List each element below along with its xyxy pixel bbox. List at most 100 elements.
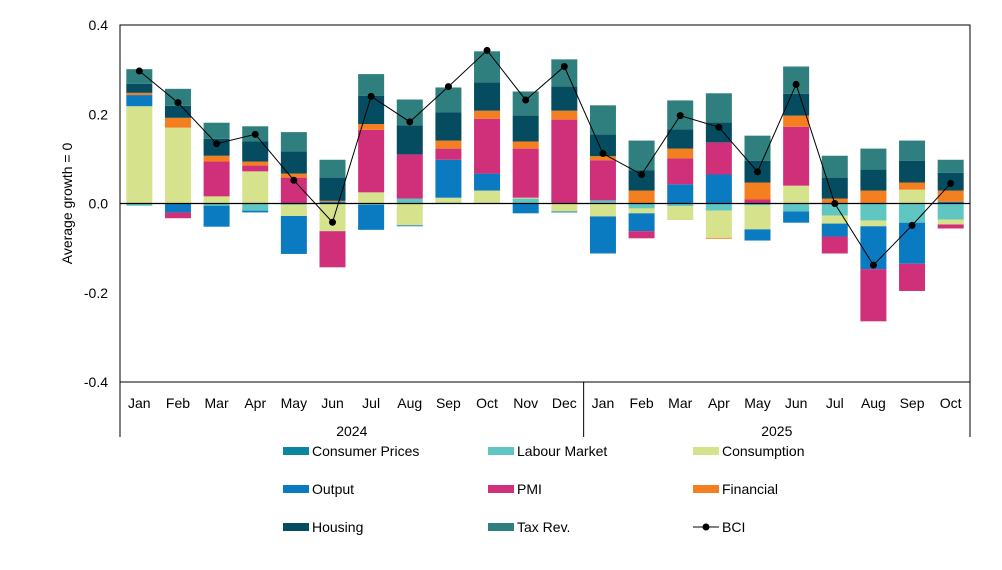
bar-segment-output-20: [899, 222, 926, 264]
bar-segment-consumption-19: [860, 220, 887, 227]
bar-segment-consumption-11: [551, 203, 578, 212]
bar-segment-pmi-13: [628, 231, 655, 239]
bar-segment-consumption-10: [512, 197, 539, 199]
bar-segment-financial-21: [937, 190, 964, 202]
bci-point-11: [560, 63, 568, 71]
bci-point-0: [135, 67, 143, 75]
legend-item-financial: Financial: [693, 481, 778, 497]
x-tick-label: Oct: [940, 395, 962, 411]
bar-segment-tax-rev-13: [628, 140, 655, 171]
bci-point-19: [869, 261, 877, 269]
bar-segment-financial-4: [280, 173, 307, 178]
bar-segment-consumption-4: [280, 204, 307, 216]
bar-segment-housing-5: [319, 177, 346, 201]
x-tick-label: Dec: [552, 395, 577, 411]
bar-segment-financial-20: [899, 182, 926, 190]
x-tick-label: Apr: [708, 395, 730, 411]
bci-point-3: [251, 130, 259, 138]
bar-segment-financial-17: [783, 115, 810, 127]
legend-label: Output: [312, 481, 354, 497]
bar-segment-output-10: [512, 203, 539, 214]
bci-point-17: [792, 80, 800, 88]
bar-segment-output-21: [937, 201, 964, 204]
x-tick-label: Mar: [668, 395, 692, 411]
x-tick-label: May: [744, 395, 770, 411]
legend-item-consumption: Consumption: [693, 443, 805, 459]
bar-segment-tax-rev-19: [860, 148, 887, 170]
bci-line: [139, 49, 952, 266]
legend-item-housing: Housing: [283, 519, 363, 535]
bar-segment-financial-0: [126, 92, 153, 96]
bar-segment-consumption-1: [164, 127, 191, 204]
x-tick-label: Jan: [128, 395, 151, 411]
bar-segment-housing-18: [821, 177, 848, 199]
bar-segment-housing-6: [358, 95, 385, 125]
legend-swatch: [283, 523, 309, 531]
bar-segment-financial-19: [860, 190, 887, 204]
bar-segment-output-16: [744, 229, 771, 241]
bci-point-10: [522, 96, 530, 104]
bar-segment-tax-rev-0: [126, 69, 153, 84]
bars-layer: [126, 51, 964, 322]
bar-segment-output-1: [164, 203, 191, 213]
bci-point-14: [676, 112, 684, 120]
bar-segment-pmi-5: [319, 231, 346, 268]
bar-segment-financial-12: [589, 156, 616, 161]
bar-segment-pmi-12: [589, 160, 616, 201]
legend-item-pmi: PMI: [488, 481, 542, 497]
legend-label: Tax Rev.: [517, 519, 570, 535]
bar-segment-pmi-20: [899, 263, 926, 291]
bar-segment-consumption-21: [937, 219, 964, 225]
bar-segment-output-17: [783, 211, 810, 223]
bar-segment-output-15: [705, 174, 732, 204]
bci-point-16: [754, 168, 761, 176]
x-tick-label: Feb: [166, 395, 190, 411]
bar-segment-housing-20: [899, 160, 926, 183]
x-tick-label: Aug: [397, 395, 422, 411]
year-group-label: 2024: [336, 423, 367, 439]
bci-line-layer: [135, 46, 955, 269]
y-tick-label: 0.2: [89, 106, 109, 122]
bar-segment-tax-rev-1: [164, 88, 191, 106]
x-tick-label: Sep: [900, 395, 925, 411]
bar-segment-tax-rev-6: [358, 74, 385, 96]
bar-segment-pmi-16: [744, 199, 771, 204]
bci-point-7: [406, 118, 414, 126]
bar-segment-housing-14: [667, 129, 694, 149]
bar-segment-output-18: [821, 223, 848, 237]
bar-segment-output-11: [551, 211, 578, 213]
bar-segment-output-8: [435, 159, 462, 198]
bar-segment-tax-rev-5: [319, 159, 346, 178]
x-tick-label: May: [281, 395, 307, 411]
x-tick-label: Jun: [785, 395, 808, 411]
legend-label: Housing: [312, 519, 363, 535]
bar-segment-consumption-14: [667, 206, 694, 221]
legend-label: Consumer Prices: [312, 443, 419, 459]
bar-segment-consumption-15: [705, 210, 732, 238]
bar-segment-consumption-13: [628, 208, 655, 214]
x-tick-label: Oct: [476, 395, 498, 411]
x-tick-label: Nov: [513, 395, 538, 411]
bar-segment-pmi-6: [358, 129, 385, 193]
bci-point-20: [908, 221, 916, 229]
legend-item-bci: BCI: [693, 519, 745, 535]
bar-segment-output-6: [358, 204, 385, 230]
bar-segment-labour-market-2: [203, 203, 230, 206]
legend-label: Consumption: [722, 443, 805, 459]
bar-segment-output-0: [126, 95, 153, 107]
bar-segment-housing-13: [628, 170, 655, 191]
bar-segment-pmi-14: [667, 158, 694, 185]
bar-segment-pmi-17: [783, 126, 810, 186]
x-tick-label: Jul: [826, 395, 844, 411]
bar-segment-output-9: [474, 173, 501, 191]
legend: Consumer Prices Labour Market Consumption O…: [283, 443, 805, 535]
y-tick-label: -0.4: [84, 374, 108, 390]
bar-segment-housing-10: [512, 115, 539, 142]
bar-segment-housing-15: [705, 122, 732, 143]
bar-segment-labour-market-15: [705, 203, 732, 211]
x-tick-label: Mar: [205, 395, 229, 411]
bar-segment-consumption-5: [319, 203, 346, 232]
legend-swatch: [488, 447, 514, 455]
bar-segment-housing-4: [280, 151, 307, 174]
